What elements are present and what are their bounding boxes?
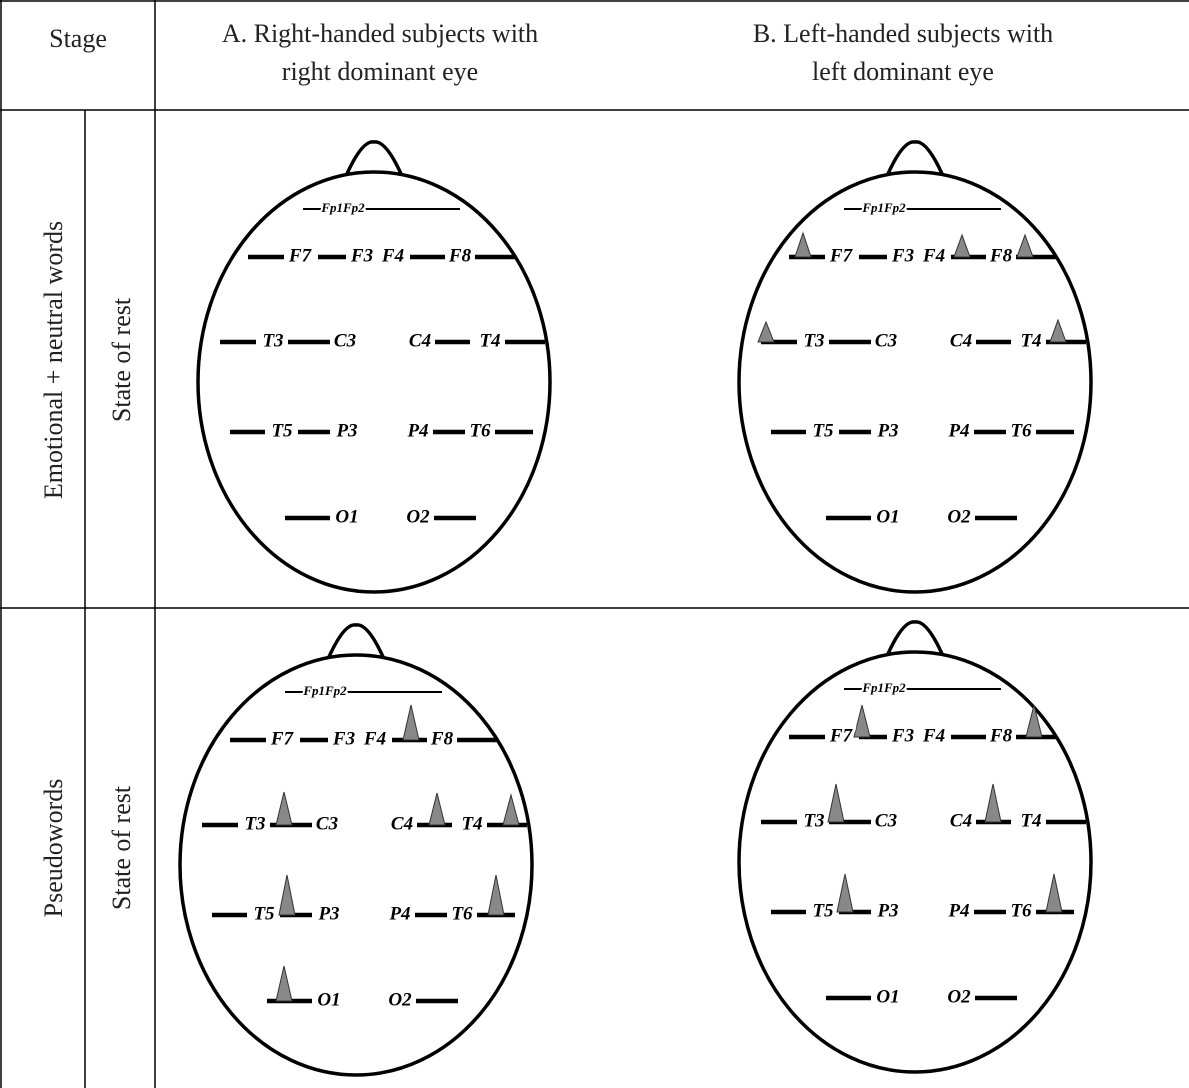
electrode-label: P3: [876, 900, 898, 921]
electrode-label: O1: [876, 986, 899, 1007]
electrode-label: P4: [388, 903, 410, 924]
head-outline: [739, 652, 1091, 1072]
electrode-label: C4: [391, 813, 413, 834]
electrode-label: C3: [334, 330, 356, 351]
electrode-label: T5: [271, 420, 293, 441]
electrode-label: F8: [448, 245, 472, 266]
head-outline: [198, 172, 550, 592]
electrode-label: T5: [812, 420, 834, 441]
electrode-label: F3: [350, 245, 373, 266]
electrode-label: T4: [1020, 330, 1041, 351]
electrode-label: F4: [381, 245, 404, 266]
head-diagram: Fp1Fp2 F7 F3 F4 F8 T3 C3 C4 T4 T5 P3 P4 T6 O1 O2: [739, 622, 1091, 1072]
electrode-label: F8: [989, 725, 1013, 746]
header-cell: A. Right-handed subjects with: [222, 19, 538, 48]
head-outline: [180, 655, 532, 1075]
electrode-label: T4: [479, 330, 500, 351]
electrode-label: O2: [947, 506, 971, 527]
head-outline: [739, 172, 1091, 592]
header-cell: B. Left-handed subjects with: [753, 19, 1053, 48]
head-diagram: Fp1Fp2 F7 F3 F4 F8 T3 C3 C4 T4 T5 P3 P4 T6 O1 O2: [198, 142, 550, 592]
electrode-label: C3: [875, 810, 897, 831]
header-cell: right dominant eye: [282, 57, 478, 86]
electrode-label: F3: [891, 725, 914, 746]
electrode-label: T5: [812, 900, 834, 921]
electrode-label: F8: [430, 728, 454, 749]
electrode-label: C3: [875, 330, 897, 351]
electrode-label: O2: [947, 986, 971, 1007]
electrode-label: F8: [989, 245, 1013, 266]
electrode-label: F3: [891, 245, 914, 266]
electrode-label: P3: [317, 903, 339, 924]
electrode-label: F7: [829, 725, 854, 746]
figure-table: Stage A. Right-handed subjects with righ…: [0, 0, 1189, 1088]
row-label: Pseudowords: [39, 779, 68, 918]
electrode-label: P3: [335, 420, 357, 441]
electrode-label: O2: [406, 506, 430, 527]
row-label: Emotional + neutral words: [39, 221, 68, 499]
electrode-label: T3: [262, 330, 283, 351]
electrode-label: T5: [253, 903, 275, 924]
electrode-label: Fp1Fp2: [320, 200, 365, 215]
electrode-label: Fp1Fp2: [302, 683, 347, 698]
electrode-label: T6: [1010, 420, 1032, 441]
electrode-label: F3: [332, 728, 355, 749]
electrode-label: T6: [469, 420, 491, 441]
electrode-label: O1: [335, 506, 358, 527]
header-cell: left dominant eye: [812, 57, 994, 86]
electrode-label: C3: [316, 813, 338, 834]
electrode-label: F7: [288, 245, 313, 266]
electrode-label: T3: [803, 810, 824, 831]
row-sublabel: State of rest: [107, 297, 136, 422]
electrode-label: Fp1Fp2: [861, 200, 906, 215]
electrode-label: F7: [829, 245, 854, 266]
electrode-label: P4: [406, 420, 428, 441]
electrode-label: P3: [876, 420, 898, 441]
electrode-label: F4: [363, 728, 386, 749]
electrode-label: O1: [876, 506, 899, 527]
electrode-label: T3: [803, 330, 824, 351]
electrode-label: T3: [244, 813, 265, 834]
head-diagram: Fp1Fp2 F7 F3 F4 F8 T3 C3 C4 T4 T5 P3 P4 T6 O1 O2: [180, 625, 532, 1075]
electrode-label: F4: [922, 245, 945, 266]
electrode-label: F4: [922, 725, 945, 746]
electrode-label: T6: [451, 903, 473, 924]
electrode-label: O1: [317, 989, 340, 1010]
electrode-label: P4: [947, 900, 969, 921]
electrode-label: C4: [950, 810, 972, 831]
row-sublabel: State of rest: [107, 785, 136, 910]
header-cell: Stage: [49, 24, 107, 53]
electrode-label: C4: [950, 330, 972, 351]
electrode-label: T4: [1020, 810, 1041, 831]
electrode-label: P4: [947, 420, 969, 441]
electrode-label: T6: [1010, 900, 1032, 921]
electrode-label: F7: [270, 728, 295, 749]
electrode-label: O2: [388, 989, 412, 1010]
electrode-label: T4: [461, 813, 482, 834]
head-diagram: Fp1Fp2 F7 F3 F4 F8 T3 C3 C4 T4 T5 P3 P4 T6 O1 O2: [739, 142, 1091, 592]
electrode-label: Fp1Fp2: [861, 680, 906, 695]
electrode-label: C4: [409, 330, 431, 351]
